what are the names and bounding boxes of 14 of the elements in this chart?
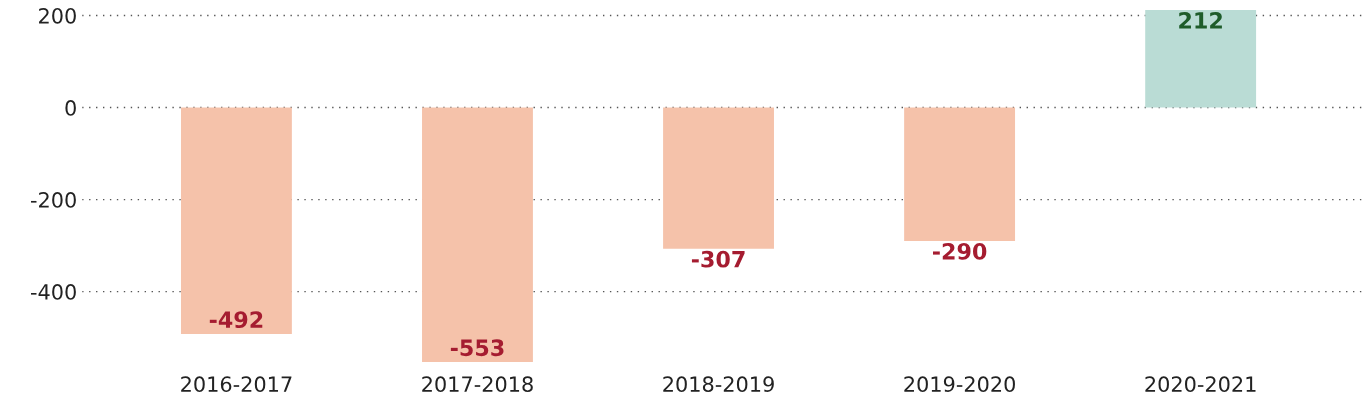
data-label: -307: [691, 250, 745, 268]
data-label: -492: [209, 311, 263, 329]
x-tick-label: 2019-2020: [904, 376, 1015, 393]
y-tick-label: 0: [65, 100, 76, 116]
y-tick-label: -200: [31, 192, 76, 208]
x-tick-label: 2017-2018: [422, 376, 533, 393]
y-tick-label: -400: [31, 284, 76, 300]
data-label: 212: [1179, 11, 1222, 29]
y-tick-label: 200: [39, 7, 76, 24]
data-label: -553: [450, 339, 504, 357]
x-tick-label: 2018-2019: [663, 376, 774, 393]
x-tick-label: 2020-2021: [1145, 376, 1256, 393]
data-label: -290: [932, 242, 987, 260]
x-tick-label: 2016-2017: [181, 376, 292, 393]
